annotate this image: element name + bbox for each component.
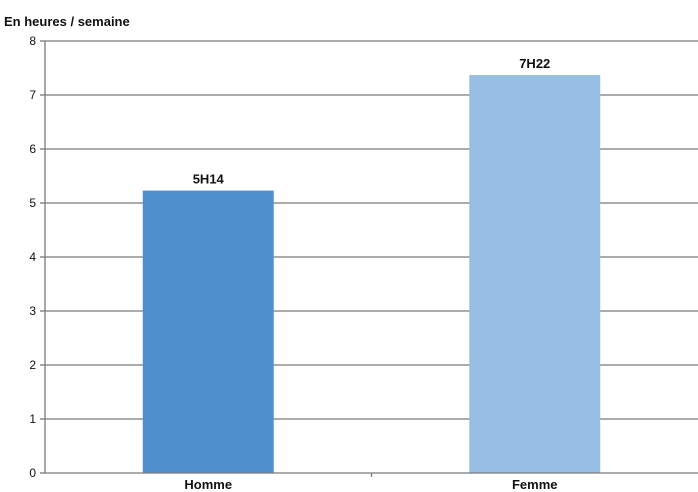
y-tick-labels: 0 1 2 3 4 5 6 7 8 <box>29 34 36 480</box>
bar-femme <box>469 75 601 474</box>
bar-homme <box>142 190 274 473</box>
y-axis-label: En heures / semaine <box>4 14 130 29</box>
y-tick-label: 8 <box>29 34 36 48</box>
category-label: Homme <box>184 477 232 492</box>
y-tick-label: 7 <box>29 88 36 102</box>
data-labels: 5H14 7H22 <box>193 56 551 187</box>
y-tick-label: 1 <box>29 412 36 426</box>
y-tick-label: 5 <box>29 196 36 210</box>
y-tick-label: 4 <box>29 250 36 264</box>
y-tick-label: 3 <box>29 304 36 318</box>
data-label: 5H14 <box>193 172 225 187</box>
y-tick-label: 0 <box>29 466 36 480</box>
category-labels: Homme Femme <box>184 477 557 492</box>
y-tick-label: 6 <box>29 142 36 156</box>
category-label: Femme <box>512 477 558 492</box>
y-tick-label: 2 <box>29 358 36 372</box>
data-label: 7H22 <box>519 56 550 71</box>
bars <box>142 75 601 474</box>
